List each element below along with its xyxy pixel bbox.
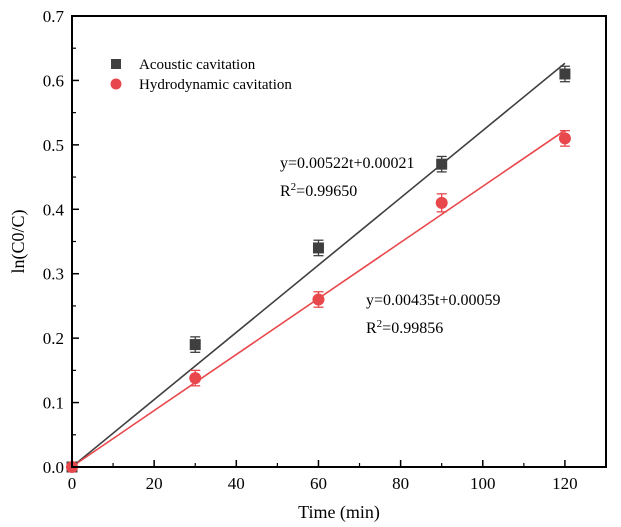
data-point-acoustic	[436, 158, 448, 170]
tick-labels: 0 20 40 60 80 100 120 0.0 0.1 0.2 0.3 0.4 0.5 0.6 0.7	[43, 7, 578, 493]
y-tick-label: 0.3	[43, 265, 64, 284]
y-tick-label: 0.6	[43, 71, 64, 90]
data-point-hydrodynamic	[312, 293, 325, 306]
error-bars	[190, 65, 570, 387]
y-tick-label: 0.4	[43, 200, 65, 219]
equation-acoustic: y=0.00522t+0.00021	[280, 155, 415, 172]
legend-marker-acoustic	[111, 59, 121, 69]
x-tick-label: 80	[392, 474, 409, 493]
x-tick-label: 40	[228, 474, 245, 493]
data-markers	[66, 68, 571, 473]
fit-lines	[71, 62, 566, 468]
data-point-hydrodynamic	[558, 132, 571, 145]
legend-marker-hydrodynamic	[110, 78, 122, 90]
data-point-hydrodynamic	[189, 372, 202, 385]
y-tick-label: 0.5	[43, 136, 64, 155]
x-axis-label: Time (min)	[298, 502, 380, 523]
r2-acoustic-prefix: R	[280, 183, 291, 200]
data-point-acoustic	[312, 242, 324, 254]
x-tick-label: 0	[68, 474, 77, 493]
r2-acoustic-value: =0.99650	[296, 183, 357, 200]
data-point-acoustic	[189, 339, 201, 351]
x-tick-label: 20	[146, 474, 163, 493]
r2-hydrodynamic-sup: 2	[377, 318, 383, 330]
y-tick-label: 0.1	[43, 394, 64, 413]
x-tick-label: 60	[310, 474, 327, 493]
r2-hydrodynamic-value: =0.99856	[382, 320, 443, 337]
fit-line-acoustic	[71, 62, 566, 468]
y-tick-label: 0.0	[43, 458, 64, 477]
y-axis-label: ln(C0/C)	[8, 209, 29, 273]
fit-annotations: y=0.00522t+0.00021 R2=0.99650 y=0.00435t…	[280, 155, 501, 337]
legend-label-hydrodynamic: Hydrodynamic cavitation	[139, 77, 292, 93]
legend-label-acoustic: Acoustic cavitation	[139, 57, 256, 73]
data-point-hydrodynamic	[435, 196, 448, 209]
r2-hydrodynamic-prefix: R	[366, 320, 377, 337]
legend: Acoustic cavitation Hydrodynamic cavitat…	[110, 57, 292, 93]
x-tick-label: 100	[470, 474, 496, 493]
y-tick-label: 0.7	[43, 7, 65, 26]
r2-acoustic: R2=0.99650	[280, 181, 357, 200]
axis-ticks	[71, 15, 566, 468]
x-tick-label: 120	[552, 474, 578, 493]
r2-hydrodynamic: R2=0.99856	[366, 318, 443, 337]
r2-acoustic-sup: 2	[291, 181, 297, 193]
equation-hydrodynamic: y=0.00435t+0.00059	[366, 292, 501, 309]
data-point-acoustic	[559, 68, 571, 80]
y-tick-label: 0.2	[43, 329, 64, 348]
